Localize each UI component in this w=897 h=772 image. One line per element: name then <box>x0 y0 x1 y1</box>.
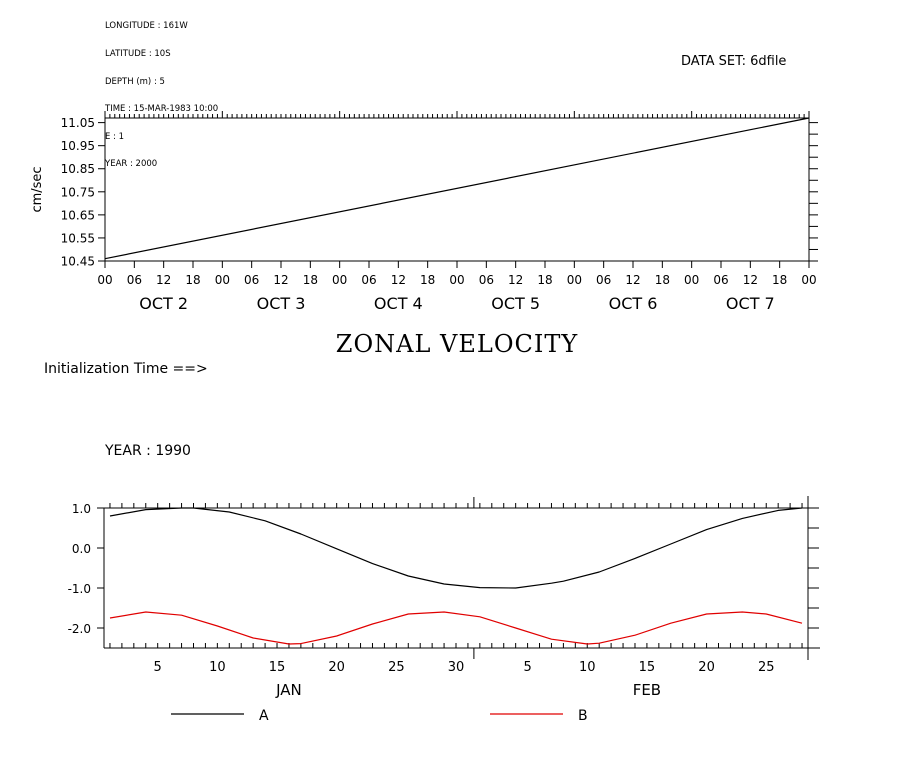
plot1-x-tick-label: 18 <box>185 273 200 287</box>
plot2-month-label: FEB <box>633 681 661 699</box>
plot2-y-tick-label: -2.0 <box>68 622 91 636</box>
plot2-series-b <box>109 611 803 645</box>
plot1-y-tick-label: 10.55 <box>61 231 95 245</box>
plot1-series-line <box>104 117 810 260</box>
plot1-x-tick-label: 06 <box>713 273 728 287</box>
plot1-x-tick-label: 18 <box>537 273 552 287</box>
plot1-y-tick-label: 11.05 <box>61 116 95 130</box>
plot1-x-tick-label: 12 <box>508 273 523 287</box>
plot1-x-tick-label: 06 <box>596 273 611 287</box>
header-longitude: LONGITUDE : 161W <box>105 21 188 32</box>
plot1-x-tick-label: 00 <box>215 273 230 287</box>
dataset-label: DATA SET: 6dfile <box>681 54 787 69</box>
init-time-label: Initialization Time ==> <box>44 361 208 377</box>
plot1-x-tick-label: 06 <box>244 273 259 287</box>
plot2-series-a <box>109 507 803 589</box>
plot1-y-tick-label: 10.45 <box>61 255 95 269</box>
plot1-day-label: OCT 7 <box>726 294 775 313</box>
plot1-x-tick-label: 00 <box>801 273 816 287</box>
year-label: YEAR : 1990 <box>105 443 191 459</box>
header-depth: DEPTH (m) : 5 <box>105 76 165 87</box>
plot2-y-tick-label: 1.0 <box>72 502 91 516</box>
plot1-x-tick-label: 00 <box>97 273 112 287</box>
header-year: YEAR : 2000 <box>105 159 158 170</box>
plot1-x-tick-label: 00 <box>567 273 582 287</box>
legend-label-b: B <box>578 708 588 724</box>
plot2-x-tick-label: 30 <box>448 660 465 675</box>
plot1-day-label: OCT 4 <box>374 294 423 313</box>
legend-label-a: A <box>259 708 269 724</box>
plot1-y-tick-label: 10.75 <box>61 185 95 199</box>
plot1-day-label: OCT 5 <box>491 294 540 313</box>
plot2-y-tick-label: -1.0 <box>68 582 91 596</box>
plot2-y-tick-label: 0.0 <box>72 542 91 556</box>
plot1-x-tick-label: 06 <box>479 273 494 287</box>
plot1-x-tick-label: 12 <box>273 273 288 287</box>
header-time: TIME : 15-MAR-1983 10:00 <box>105 104 219 115</box>
header-info: LONGITUDE : 161W LATITUDE : 10S DEPTH (m… <box>105 4 218 179</box>
plot2-x-tick-label: 5 <box>523 660 531 675</box>
plot2-x-tick-label: 20 <box>328 660 345 675</box>
plot2-x-tick-label: 15 <box>269 660 286 675</box>
header-latitude: LATITUDE : 10S <box>105 49 171 60</box>
plot2-x-tick-label: 25 <box>388 660 405 675</box>
plot1-x-tick-label: 18 <box>772 273 787 287</box>
plot2-x-tick-label: 10 <box>209 660 226 675</box>
plot2-month-label: JAN <box>275 681 302 699</box>
plot1-day-label: OCT 6 <box>609 294 658 313</box>
plot2-x-tick-label: 25 <box>758 660 775 675</box>
plot1-y-tick-label: 10.95 <box>61 139 95 153</box>
plot1-y-tick-label: 10.65 <box>61 208 95 222</box>
plot1-x-tick-label: 12 <box>625 273 640 287</box>
plot1-y-axis-label: cm/sec <box>30 166 45 212</box>
header-e: E : 1 <box>105 131 125 142</box>
plot2-x-tick-label: 15 <box>639 660 656 675</box>
plot1-x-tick-label: 00 <box>332 273 347 287</box>
plot1-day-label: OCT 2 <box>139 294 188 313</box>
plot1-x-tick-label: 12 <box>743 273 758 287</box>
plot1-day-label: OCT 3 <box>257 294 306 313</box>
plot1-x-tick-label: 00 <box>449 273 464 287</box>
plot2-x-tick-label: 20 <box>698 660 715 675</box>
plot1-x-tick-label: 12 <box>391 273 406 287</box>
plot1-x-tick-label: 12 <box>156 273 171 287</box>
plot1-x-tick-label: 18 <box>420 273 435 287</box>
plot2-x-tick-label: 5 <box>154 660 162 675</box>
plot1-x-tick-label: 06 <box>127 273 142 287</box>
plot1-x-tick-label: 18 <box>655 273 670 287</box>
plot1-x-tick-label: 18 <box>303 273 318 287</box>
plot1-y-tick-label: 10.85 <box>61 162 95 176</box>
plot2-x-tick-label: 10 <box>579 660 596 675</box>
plot1-x-tick-label: 00 <box>684 273 699 287</box>
chart-title: ZONAL VELOCITY <box>335 330 579 358</box>
plot1-x-tick-label: 06 <box>361 273 376 287</box>
